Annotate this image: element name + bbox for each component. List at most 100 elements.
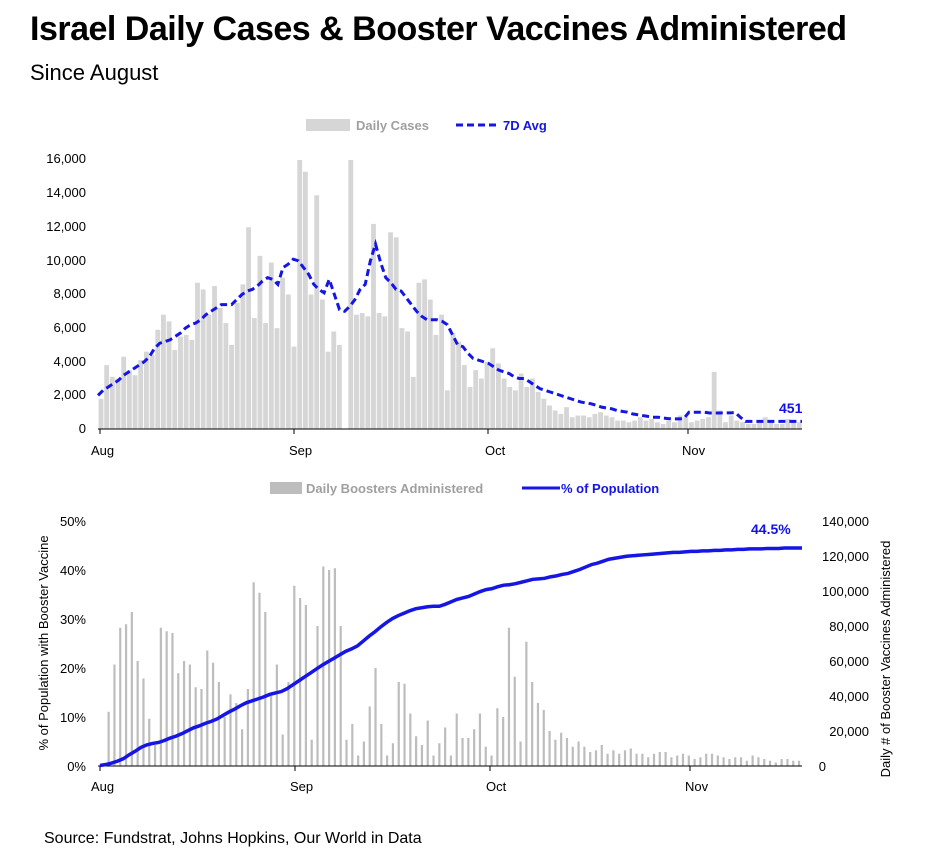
daily-boosters-bar xyxy=(548,731,551,766)
daily-cases-bar xyxy=(257,255,263,429)
daily-cases-bar xyxy=(439,314,445,429)
daily-boosters-bar xyxy=(618,753,621,766)
bottom-right-axis-title: Daily # of Booster Vaccines Administered xyxy=(878,541,893,778)
daily-cases-bar xyxy=(376,312,382,429)
top-y-tick: 10,000 xyxy=(46,253,86,268)
daily-cases-bar xyxy=(791,420,797,429)
daily-cases-bar xyxy=(189,339,195,429)
daily-cases-bar xyxy=(734,420,740,429)
bottom-callout-44-5: 44.5% xyxy=(751,521,791,537)
daily-cases-bar xyxy=(643,420,649,429)
daily-cases-bar xyxy=(654,422,660,429)
daily-boosters-bar xyxy=(687,755,690,766)
daily-cases-bar xyxy=(450,333,456,429)
daily-boosters-bar xyxy=(664,752,667,766)
daily-boosters-bar xyxy=(583,746,586,766)
daily-cases-bar xyxy=(149,355,155,429)
daily-boosters-bar xyxy=(153,745,157,766)
daily-cases-bar xyxy=(263,323,269,429)
daily-boosters-bar xyxy=(722,757,725,766)
bottom-right-y-tick: 100,000 xyxy=(822,584,869,599)
top-y-tick: 16,000 xyxy=(46,151,86,166)
daily-boosters-bar xyxy=(751,755,754,766)
bottom-x-tick: Sep xyxy=(290,779,313,794)
daily-cases-bar xyxy=(121,356,127,429)
daily-cases-bar xyxy=(461,365,467,429)
daily-boosters-bar xyxy=(763,759,766,766)
bottom-left-y-tick: 30% xyxy=(60,612,86,627)
daily-cases-bar xyxy=(620,420,626,429)
daily-boosters-bar xyxy=(693,759,696,766)
top-y-tick: 6,000 xyxy=(53,320,86,335)
daily-boosters-bar xyxy=(647,757,650,766)
daily-cases-bar xyxy=(683,417,689,429)
daily-cases-bar xyxy=(762,417,768,429)
top-y-tick: 12,000 xyxy=(46,219,86,234)
daily-cases-bar xyxy=(132,375,138,429)
daily-boosters-bar xyxy=(490,755,493,766)
bottom-right-y-tick: 60,000 xyxy=(829,654,869,669)
daily-cases-bar xyxy=(200,289,206,429)
daily-cases-bar xyxy=(319,299,325,429)
daily-cases-bar xyxy=(541,398,547,429)
daily-cases-bar xyxy=(552,410,558,429)
source-note: Source: Fundstrat, Johns Hopkins, Our Wo… xyxy=(44,830,422,847)
daily-cases-bar xyxy=(603,415,609,429)
bottom-x-tick: Oct xyxy=(486,779,507,794)
daily-boosters-bar xyxy=(293,585,296,766)
top-y-axis: 0 2,000 4,000 6,000 8,000 10,000 12,000 … xyxy=(46,151,86,436)
daily-cases-bar xyxy=(371,223,376,429)
bottom-left-y-tick: 20% xyxy=(60,661,86,676)
daily-boosters-bar xyxy=(565,738,569,766)
daily-cases-bar xyxy=(297,160,303,429)
daily-boosters-bar xyxy=(461,738,464,766)
daily-cases-bar xyxy=(291,346,297,429)
daily-cases-bar xyxy=(796,422,802,429)
bottom-left-axis-title: % of Population with Booster Vaccine xyxy=(36,535,51,750)
daily-boosters-bar xyxy=(362,741,366,766)
daily-boosters-bar xyxy=(739,757,743,766)
daily-cases-bar xyxy=(246,227,252,429)
daily-boosters-bar xyxy=(397,682,400,766)
daily-boosters-bar xyxy=(420,745,424,766)
daily-boosters-bar xyxy=(368,706,371,766)
daily-boosters-bar xyxy=(211,662,215,766)
daily-cases-bar xyxy=(410,376,416,429)
daily-boosters-bar xyxy=(386,755,389,766)
daily-boosters-bar xyxy=(403,683,406,766)
legend-label-pct-population: % of Population xyxy=(561,481,659,496)
daily-boosters-bar xyxy=(328,570,331,766)
daily-cases-bar xyxy=(660,423,666,429)
daily-cases-bar xyxy=(104,365,110,429)
daily-cases-bar xyxy=(626,422,632,429)
daily-boosters-bar xyxy=(728,759,731,766)
daily-boosters-bar xyxy=(339,626,342,766)
daily-boosters-bar xyxy=(159,627,162,766)
daily-boosters-bar xyxy=(136,661,139,766)
daily-boosters-bar xyxy=(130,612,133,766)
daily-cases-bar xyxy=(280,277,286,429)
daily-boosters-bar xyxy=(287,682,290,766)
daily-boosters-bar xyxy=(641,753,644,766)
bottom-right-y-tick: 40,000 xyxy=(829,689,869,704)
top-y-tick: 8,000 xyxy=(53,286,86,301)
daily-cases-bar xyxy=(518,373,524,429)
daily-boosters-bar xyxy=(357,755,360,766)
daily-cases-bar xyxy=(126,370,132,429)
daily-boosters-bar xyxy=(786,759,789,766)
daily-cases-bar xyxy=(109,376,115,429)
daily-boosters-bar xyxy=(676,755,679,766)
daily-boosters-bar xyxy=(473,729,476,766)
daily-cases-bar xyxy=(547,405,552,429)
top-y-tick: 4,000 xyxy=(53,354,86,369)
daily-boosters-bar xyxy=(449,755,453,766)
daily-cases-bar xyxy=(456,341,462,429)
bottom-right-y-tick: 0 xyxy=(819,759,826,774)
daily-cases-bar xyxy=(433,334,439,429)
daily-cases-bar xyxy=(598,412,604,429)
daily-boosters-bar xyxy=(554,739,557,766)
daily-boosters-bar xyxy=(391,743,395,766)
daily-cases-bar xyxy=(637,417,643,429)
daily-boosters-bar xyxy=(536,703,540,766)
daily-cases-bar xyxy=(229,344,234,429)
